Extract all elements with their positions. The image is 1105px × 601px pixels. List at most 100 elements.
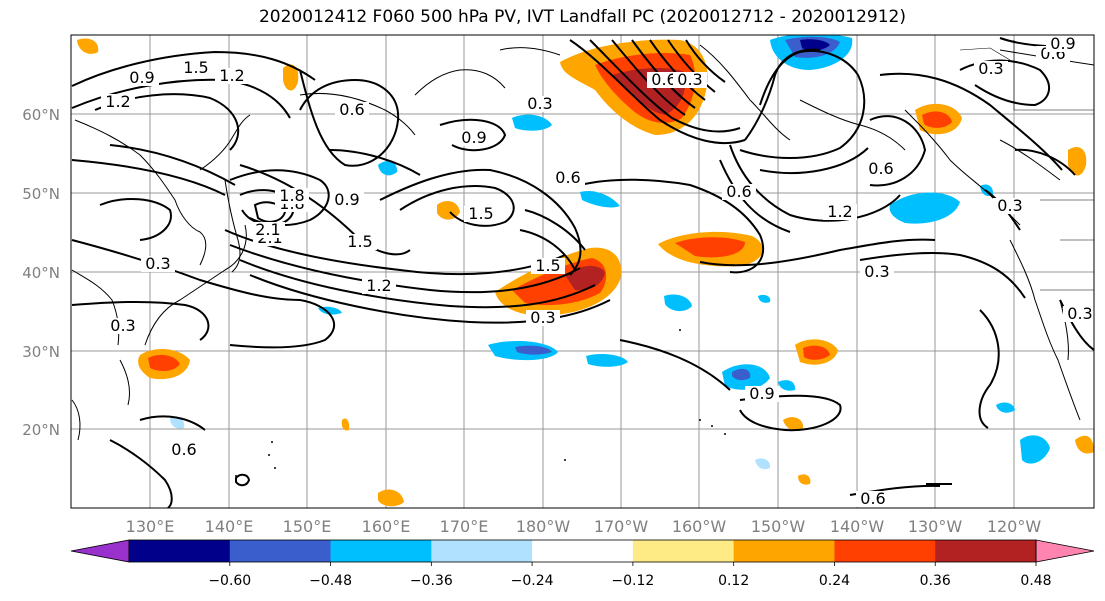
colorbar-extend-high	[1035, 539, 1095, 563]
contour-label-bg	[993, 198, 1027, 214]
pv-contour	[685, 39, 726, 83]
pv-contour	[235, 473, 251, 487]
contour-label-bg	[330, 192, 364, 208]
map-frame	[70, 34, 1095, 509]
lon-label: 150°E	[283, 517, 332, 536]
positive-anomaly-region	[148, 354, 180, 372]
colorbar-outline	[128, 539, 1037, 563]
contour-label: 0.3	[110, 316, 135, 335]
colorbar-tick-label: −0.60	[208, 573, 251, 589]
contour-label-bg	[215, 68, 249, 84]
pv-contour	[739, 49, 866, 159]
lon-label: 120°W	[987, 517, 1042, 536]
lon-label: 140°E	[205, 517, 254, 536]
contour-label-bg	[179, 60, 213, 76]
negative-anomaly-region	[586, 354, 628, 367]
contour-label-bg	[864, 161, 898, 177]
positive-anomaly-region	[565, 265, 605, 291]
contour-label-bg	[673, 72, 707, 88]
contour-label-bg	[362, 278, 396, 294]
contour-label-bg	[722, 184, 756, 200]
contour-label: 1.2	[366, 276, 391, 295]
colorbar-segment	[431, 540, 533, 562]
pv-contour	[739, 394, 842, 432]
negative-anomaly-region	[515, 345, 552, 355]
negative-anomaly-region	[800, 39, 830, 51]
pv-contour	[667, 39, 716, 93]
contour-label-bg	[745, 386, 779, 402]
colorbar-segment	[330, 540, 432, 562]
ivt-shading	[77, 35, 1094, 507]
contour-label-bg	[335, 102, 369, 118]
positive-anomaly-region	[1075, 435, 1094, 454]
pv-contours	[71, 37, 1094, 508]
pv-contour	[569, 39, 746, 144]
contour-label: 1.2	[105, 92, 130, 111]
pv-contour	[239, 189, 295, 227]
colorbar-segment	[834, 540, 936, 562]
contour-label-bg	[1046, 36, 1080, 52]
longitude-labels: 130°E 140°E 150°E 160°E 170°E 180°W 170°W 160°W…	[126, 517, 1042, 536]
positive-anomaly-region	[283, 64, 299, 91]
colorbar-extend-low	[70, 539, 130, 563]
pv-contour	[329, 149, 421, 176]
contour-label: 0.6	[868, 159, 893, 178]
pv-contour	[71, 50, 316, 87]
contour-label-bg	[457, 130, 491, 146]
contour-label: 0.6	[860, 489, 885, 508]
negative-anomaly-region	[664, 294, 692, 312]
contour-labels: 0.91.51.21.20.60.91.82.11.50.30.91.50.60…	[101, 35, 1094, 508]
contour-label: 0.3	[978, 59, 1003, 78]
lat-label: 30°N	[22, 343, 60, 361]
contour-label: 2.1	[255, 220, 280, 239]
colorbar-tick-label: 0.36	[920, 573, 951, 589]
positive-anomaly-region	[922, 111, 952, 128]
contour-label-bg	[974, 61, 1008, 77]
colorbar-tick-labels: −0.60 −0.48 −0.36 −0.24 −0.12 0.12 0.24 0.36 0.4…	[208, 562, 1052, 589]
pv-contour	[859, 251, 1026, 299]
contour-label: 1.8	[279, 186, 304, 205]
contour-label: 1.5	[347, 232, 372, 251]
contour-label-bg	[523, 96, 557, 112]
figure-title: 2020012412 F060 500 hPa PV, IVT Landfall…	[258, 7, 906, 27]
pv-contour	[379, 168, 582, 276]
pv-contour	[759, 147, 869, 175]
contour-label: 0.9	[334, 190, 359, 209]
contour-label-bg	[464, 206, 498, 222]
pv-contour	[519, 229, 576, 271]
contour-label-bg	[106, 318, 140, 334]
positive-anomaly-region	[803, 345, 830, 360]
positive-anomaly-region	[378, 489, 404, 507]
pv-contour	[71, 300, 210, 341]
lon-label: 180°W	[516, 517, 571, 536]
pv-contour	[1059, 299, 1094, 351]
colorbar-segment	[632, 540, 735, 562]
pv-contour	[109, 439, 173, 508]
contour-label-bg	[343, 234, 377, 250]
contour-label: 1.2	[219, 66, 244, 85]
lat-label: 20°N	[22, 421, 60, 439]
contour-label-bg	[101, 94, 135, 110]
negative-anomaly-region	[378, 160, 398, 176]
negative-anomaly-region	[755, 458, 771, 470]
positive-anomaly-region	[1068, 146, 1087, 176]
colorbar-tick-label: −0.12	[611, 573, 654, 589]
contour-label-bg	[860, 264, 894, 280]
pv-contour	[229, 244, 581, 294]
pv-contour	[71, 159, 226, 196]
pv-contour	[224, 229, 566, 276]
positive-anomaly-region	[675, 237, 745, 258]
pv-contour	[239, 164, 411, 256]
pv-contour	[619, 339, 731, 391]
colorbar-tick-label: 0.24	[819, 573, 850, 589]
colorbar-segment	[733, 540, 835, 562]
contour-label-bg	[823, 204, 857, 220]
negative-anomaly-region	[170, 416, 185, 429]
colorbar	[70, 539, 1095, 563]
contour-label: 0.3	[1067, 304, 1092, 323]
contour-label: 0.9	[461, 128, 486, 147]
lat-label: 60°N	[22, 106, 60, 124]
pv-contour	[879, 72, 1063, 171]
contour-label-bg	[141, 256, 175, 272]
